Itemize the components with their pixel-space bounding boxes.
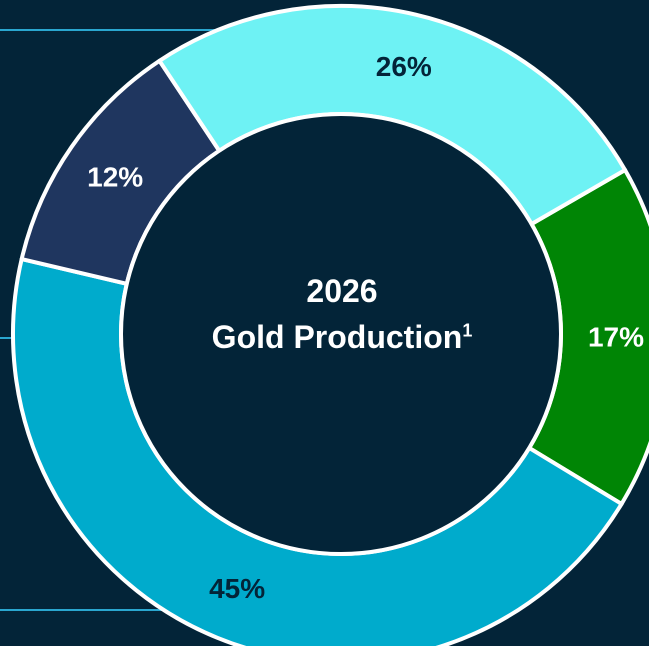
center-year: 2026 <box>306 273 378 309</box>
center-title-text: Gold Production <box>211 319 463 355</box>
center-label: 2026 Gold Production1 <box>167 268 517 360</box>
slice-label-26-pct: 26% <box>376 51 432 82</box>
center-footnote-marker: 1 <box>462 320 473 341</box>
donut-hole <box>119 112 563 556</box>
slice-label-45-pct: 45% <box>209 573 265 604</box>
center-title: Gold Production1 <box>167 314 517 360</box>
slice-label-17-pct: 17% <box>588 321 644 352</box>
slice-label-12-pct: 12% <box>87 162 143 193</box>
